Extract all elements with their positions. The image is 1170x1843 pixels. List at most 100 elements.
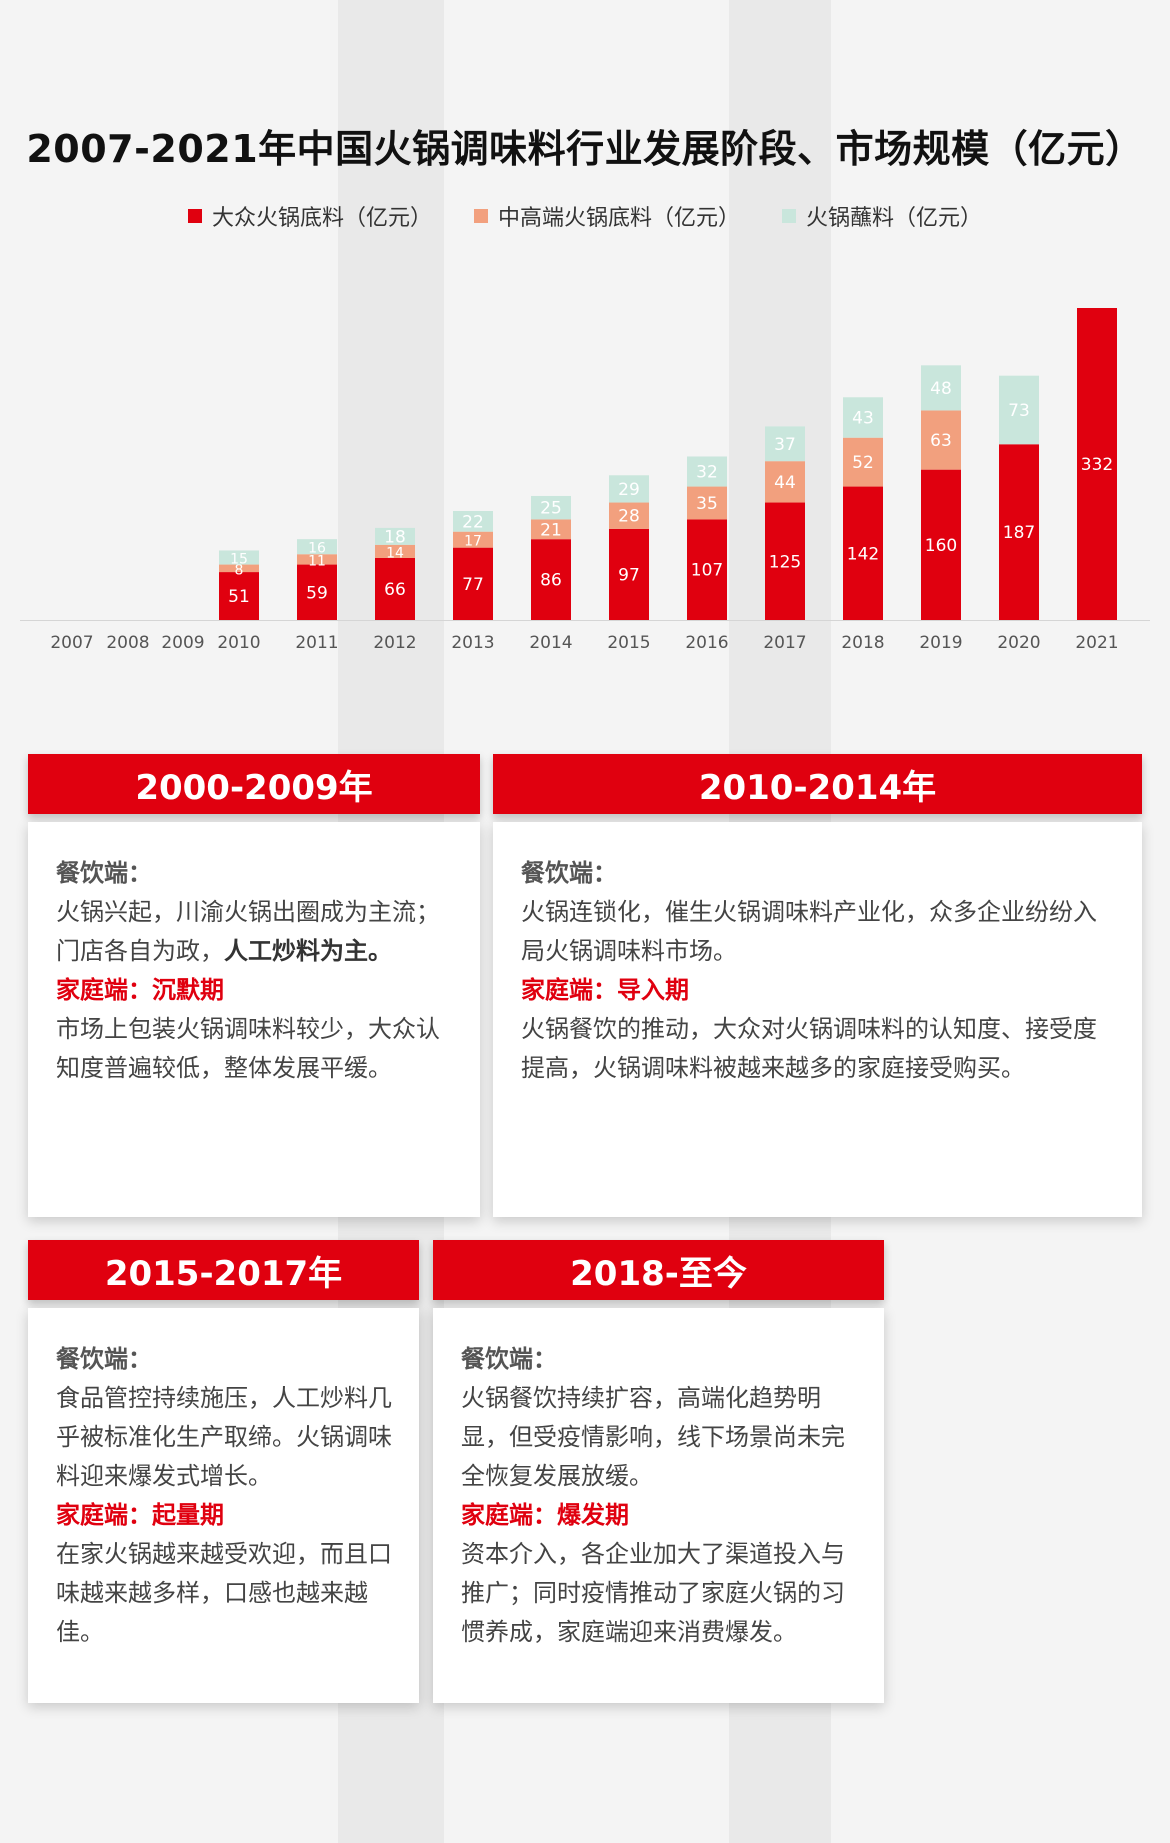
catering-label: 餐饮端： xyxy=(56,1345,152,1373)
data-label: 43 xyxy=(852,408,874,428)
data-label: 160 xyxy=(925,536,957,556)
period-card: 餐饮端： 食品管控持续施压，人工炒料几乎被标准化生产取缔。火锅调味料迎来爆发式增… xyxy=(28,1308,419,1703)
bar-segment xyxy=(765,461,805,503)
legend-label: 火锅蘸料（亿元） xyxy=(806,206,983,231)
legend-item: 中高端火锅底料（亿元） xyxy=(473,200,740,232)
period-header: 2000-2009年 xyxy=(28,754,480,814)
bar-segment xyxy=(609,502,649,529)
bar-segment xyxy=(843,397,883,438)
bar-segment xyxy=(999,444,1039,620)
chart-legend: 大众火锅底料（亿元） 中高端火锅底料（亿元） 火锅蘸料（亿元） xyxy=(0,200,1170,232)
x-tick-label: 2014 xyxy=(529,633,572,653)
bar-segment xyxy=(297,564,337,620)
bar-segment xyxy=(921,469,961,620)
data-label: 22 xyxy=(462,512,484,532)
data-label: 107 xyxy=(691,561,723,581)
x-tick-label: 2016 xyxy=(685,633,728,653)
bar-segment xyxy=(921,365,961,411)
x-tick-label: 2017 xyxy=(763,633,806,653)
data-label: 63 xyxy=(930,431,952,451)
bar-segment xyxy=(531,519,571,540)
bar-segment xyxy=(765,502,805,620)
bar-segment xyxy=(1077,308,1117,620)
bar-segment xyxy=(687,519,727,620)
data-label: 15 xyxy=(230,552,248,568)
data-label: 44 xyxy=(774,473,796,493)
bar-segment xyxy=(297,554,337,565)
bar-segment xyxy=(687,486,727,520)
data-label: 51 xyxy=(228,587,250,607)
data-label: 86 xyxy=(540,571,562,591)
data-label: 48 xyxy=(930,379,952,399)
data-label: 18 xyxy=(384,527,406,547)
period-header: 2010-2014年 xyxy=(493,754,1142,814)
legend-swatch xyxy=(473,209,488,223)
catering-label: 餐饮端： xyxy=(461,1345,557,1373)
bar-segment xyxy=(219,572,259,620)
bar-segment xyxy=(219,550,259,565)
bar-segment xyxy=(453,531,493,548)
bar-segment xyxy=(375,544,415,558)
data-label: 187 xyxy=(1003,523,1035,543)
data-label: 97 xyxy=(618,565,640,585)
bar-segment xyxy=(531,495,571,520)
data-label: 14 xyxy=(386,545,404,561)
x-tick-label: 2021 xyxy=(1075,633,1118,653)
catering-text: 火锅连锁化，催生火锅调味料产业化，众多企业纷纷入局火锅调味料市场。 xyxy=(521,898,1097,965)
bar-segment xyxy=(219,564,259,573)
period-card: 餐饮端： 火锅兴起，川渝火锅出圈成为主流；门店各自为政，人工炒料为主。 家庭端：… xyxy=(28,822,480,1217)
data-label: 332 xyxy=(1081,455,1113,475)
bar-segment xyxy=(999,375,1039,445)
period-header: 2018-至今 xyxy=(433,1240,884,1300)
bar-segment xyxy=(765,426,805,462)
x-tick-label: 2008 xyxy=(106,633,149,653)
bar-segment xyxy=(453,547,493,620)
data-label: 35 xyxy=(696,494,718,514)
legend-swatch xyxy=(782,209,796,223)
bar-segment xyxy=(609,475,649,503)
period-card: 餐饮端： 火锅连锁化，催生火锅调味料产业化，众多企业纷纷入局火锅调味料市场。 家… xyxy=(493,822,1142,1217)
data-label: 52 xyxy=(852,453,874,473)
home-text: 火锅餐饮的推动，大众对火锅调味料的认知度、接受度提高，火锅调味料被越来越多的家庭… xyxy=(521,1015,1097,1082)
home-label: 家庭端：导入期 xyxy=(521,976,689,1004)
catering-text: 火锅餐饮持续扩容，高端化趋势明显，但受疫情影响，线下场景尚未完全恢复发展放缓。 xyxy=(461,1384,845,1490)
x-tick-label: 2012 xyxy=(373,633,416,653)
data-label: 21 xyxy=(540,520,562,540)
data-label: 73 xyxy=(1008,401,1030,421)
home-label: 家庭端：起量期 xyxy=(56,1501,224,1529)
x-tick-label: 2019 xyxy=(919,633,962,653)
chart-title: 2007-2021年中国火锅调味料行业发展阶段、市场规模（亿元） xyxy=(26,127,1144,171)
data-label: 32 xyxy=(696,463,718,483)
bar-segment xyxy=(687,456,727,487)
x-tick-label: 2010 xyxy=(217,633,260,653)
data-label: 28 xyxy=(618,507,640,527)
data-label: 17 xyxy=(464,534,482,550)
legend-label: 中高端火锅底料（亿元） xyxy=(497,206,740,231)
home-label: 家庭端：沉默期 xyxy=(56,976,224,1004)
bar-segment xyxy=(531,539,571,620)
bar-segment xyxy=(453,510,493,532)
legend-item: 大众火锅底料（亿元） xyxy=(187,200,432,232)
data-label: 142 xyxy=(847,544,879,564)
catering-label: 餐饮端： xyxy=(521,859,617,887)
x-tick-label: 2020 xyxy=(997,633,1040,653)
catering-text: 食品管控持续施压，人工炒料几乎被标准化生产取缔。火锅调味料迎来爆发式增长。 xyxy=(56,1384,392,1490)
home-label: 家庭端：爆发期 xyxy=(461,1501,629,1529)
legend-swatch xyxy=(187,209,202,223)
data-label: 59 xyxy=(306,583,328,603)
x-tick-label: 2013 xyxy=(451,633,494,653)
data-label: 11 xyxy=(308,553,326,569)
legend-label: 大众火锅底料（亿元） xyxy=(211,206,432,231)
data-label: 16 xyxy=(308,541,326,557)
x-tick-label: 2018 xyxy=(841,633,884,653)
x-tick-label: 2007 xyxy=(50,633,93,653)
home-text: 市场上包装火锅调味料较少，大众认知度普遍较低，整体发展平缓。 xyxy=(56,1015,440,1082)
catering-text: 火锅兴起，川渝火锅出圈成为主流；门店各自为政，人工炒料为主。 xyxy=(56,898,440,965)
data-label: 66 xyxy=(384,580,406,600)
bar-segment xyxy=(843,486,883,620)
data-label: 25 xyxy=(540,499,562,519)
x-tick-label: 2015 xyxy=(607,633,650,653)
bar-segment xyxy=(843,437,883,487)
bar-segment xyxy=(375,527,415,545)
